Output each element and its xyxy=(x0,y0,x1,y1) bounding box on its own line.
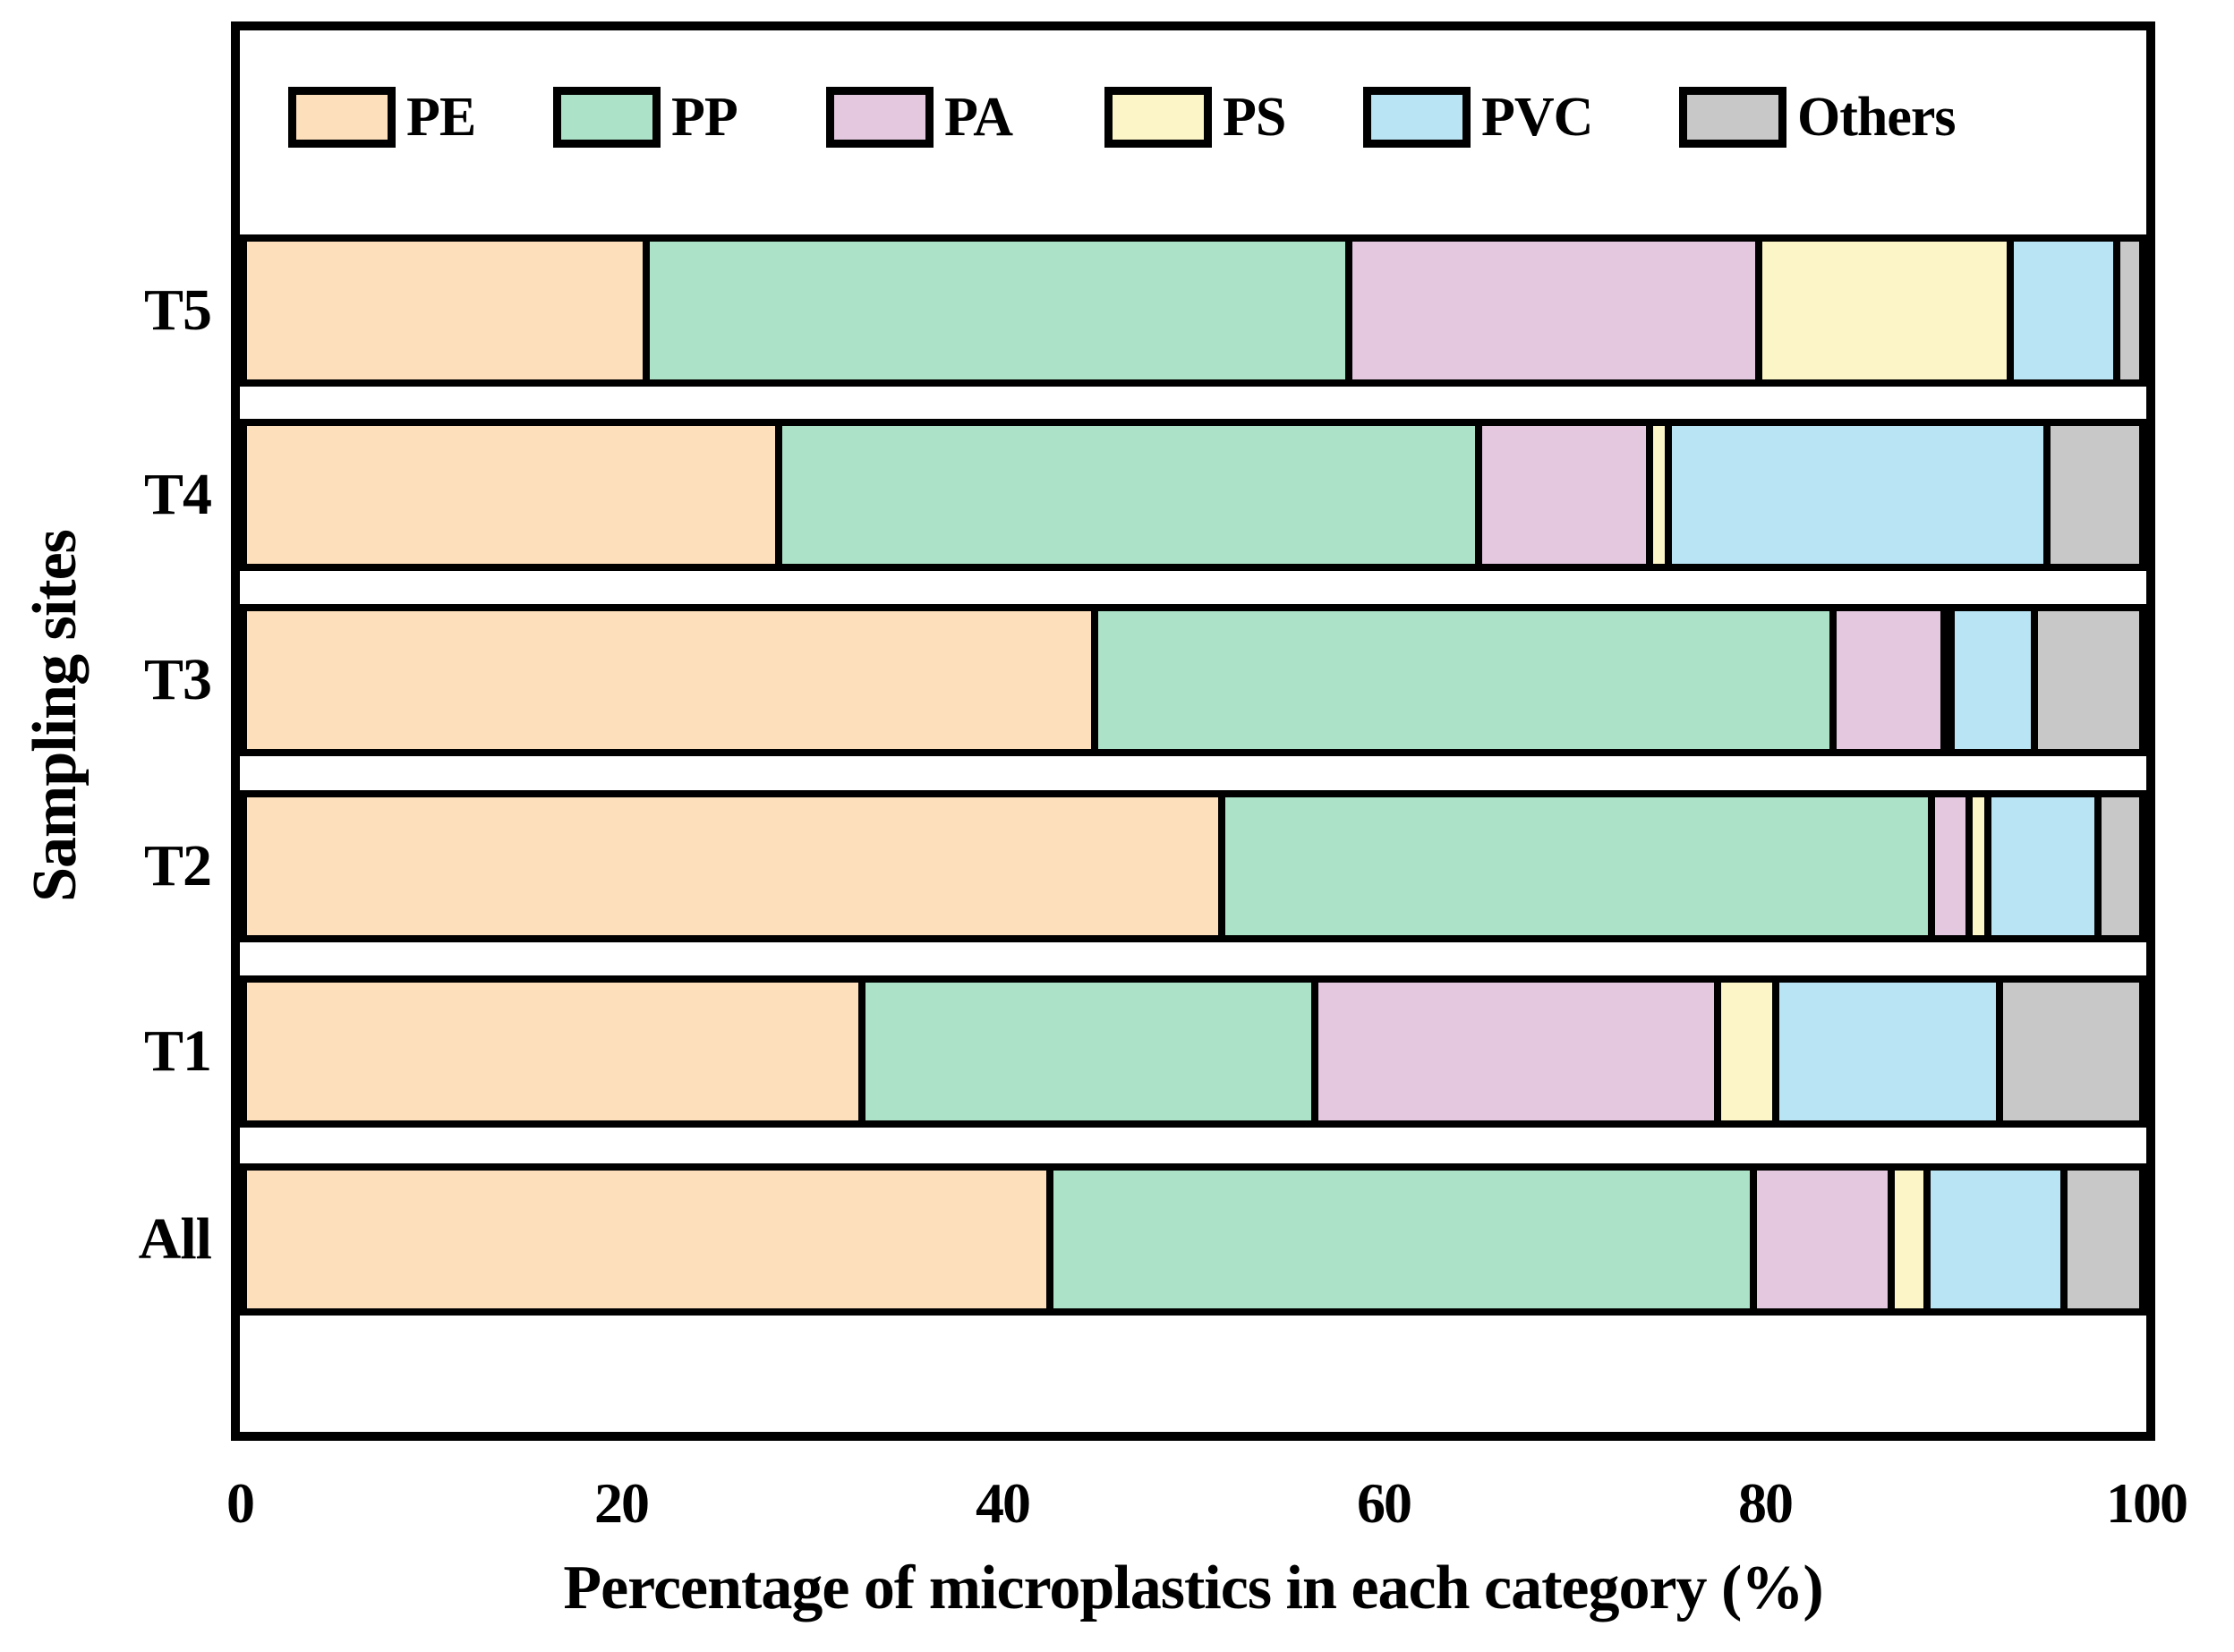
bar-row-t2 xyxy=(240,790,2146,942)
segment-t4-pe xyxy=(247,426,783,564)
legend-swatch-pvc xyxy=(1363,87,1471,148)
segment-t3-others xyxy=(2038,611,2139,749)
legend-item-pp: PP xyxy=(553,81,738,154)
legend-label-pvc: PVC xyxy=(1481,87,1593,148)
segment-t5-pe xyxy=(247,242,651,379)
segment-t1-pvc xyxy=(1779,983,2003,1120)
segment-t2-others xyxy=(2101,797,2139,935)
segment-t3-pvc xyxy=(1955,611,2039,749)
segment-t2-pe xyxy=(247,797,1225,935)
xtick-40: 40 xyxy=(976,1471,1031,1535)
ytick-t3: T3 xyxy=(143,647,212,712)
segment-t2-pp xyxy=(1224,797,1935,935)
segment-t5-ps xyxy=(1762,242,2015,379)
segment-t1-pp xyxy=(865,983,1318,1120)
segment-all-pa xyxy=(1756,1171,1896,1308)
ytick-all: All xyxy=(138,1206,212,1272)
legend-label-ps: PS xyxy=(1223,87,1286,148)
bar-row-t3 xyxy=(240,604,2146,756)
y-axis-title: Sampling sites xyxy=(21,530,90,902)
plot-area: PE PP PA PS PVC Others xyxy=(231,21,2155,1441)
segment-t3-ps xyxy=(1948,611,1956,749)
segment-t5-pp xyxy=(650,242,1352,379)
segment-all-pvc xyxy=(1931,1171,2068,1308)
xtick-60: 60 xyxy=(1357,1471,1412,1535)
segment-t1-pe xyxy=(247,983,866,1120)
segment-t3-pp xyxy=(1098,611,1837,749)
segment-t1-ps xyxy=(1720,983,1780,1120)
segment-t2-pa xyxy=(1934,797,1973,935)
bar-row-t4 xyxy=(240,419,2146,571)
ytick-t2: T2 xyxy=(143,833,212,898)
legend-item-pa: PA xyxy=(826,81,1013,154)
legend-swatch-pp xyxy=(553,87,661,148)
segment-t4-ps xyxy=(1652,426,1672,564)
legend-label-pa: PA xyxy=(944,87,1013,148)
segment-t3-pa xyxy=(1836,611,1948,749)
ytick-t4: T4 xyxy=(143,462,212,527)
x-axis-title: Percentage of microplastics in each cate… xyxy=(563,1554,1823,1622)
legend-swatch-pa xyxy=(826,87,934,148)
xtick-100: 100 xyxy=(2106,1471,2188,1535)
segment-all-ps xyxy=(1895,1171,1931,1308)
segment-all-pp xyxy=(1053,1171,1757,1308)
segment-t4-pvc xyxy=(1671,426,2051,564)
legend-item-pvc: PVC xyxy=(1363,81,1593,154)
xtick-20: 20 xyxy=(594,1471,650,1535)
segment-t5-pa xyxy=(1351,242,1763,379)
bar-row-all xyxy=(240,1163,2146,1316)
segment-t2-ps xyxy=(1972,797,1992,935)
segment-t4-others xyxy=(2050,426,2139,564)
legend-item-pe: PE xyxy=(288,81,476,154)
legend-label-pp: PP xyxy=(671,87,738,148)
legend-label-pe: PE xyxy=(406,87,476,148)
segment-t5-pvc xyxy=(2014,242,2120,379)
legend-item-others: Others xyxy=(1679,81,1957,154)
xtick-80: 80 xyxy=(1738,1471,1794,1535)
legend-swatch-ps xyxy=(1104,87,1212,148)
legend-swatch-others xyxy=(1679,87,1786,148)
segment-t4-pp xyxy=(782,426,1483,564)
legend-item-ps: PS xyxy=(1104,81,1286,154)
bar-row-t1 xyxy=(240,975,2146,1128)
segment-t3-pe xyxy=(247,611,1099,749)
bar-row-t5 xyxy=(240,234,2146,387)
legend-swatch-pe xyxy=(288,87,396,148)
segment-t1-pa xyxy=(1317,983,1721,1120)
segment-all-pe xyxy=(247,1171,1053,1308)
segment-all-others xyxy=(2067,1171,2139,1308)
legend-label-others: Others xyxy=(1797,87,1957,148)
xtick-0: 0 xyxy=(226,1471,255,1535)
ytick-t5: T5 xyxy=(143,277,212,343)
ytick-t1: T1 xyxy=(143,1018,212,1084)
segment-t5-others xyxy=(2119,242,2139,379)
segment-t1-others xyxy=(2002,983,2139,1120)
segment-t2-pvc xyxy=(1991,797,2102,935)
segment-t4-pa xyxy=(1482,426,1653,564)
